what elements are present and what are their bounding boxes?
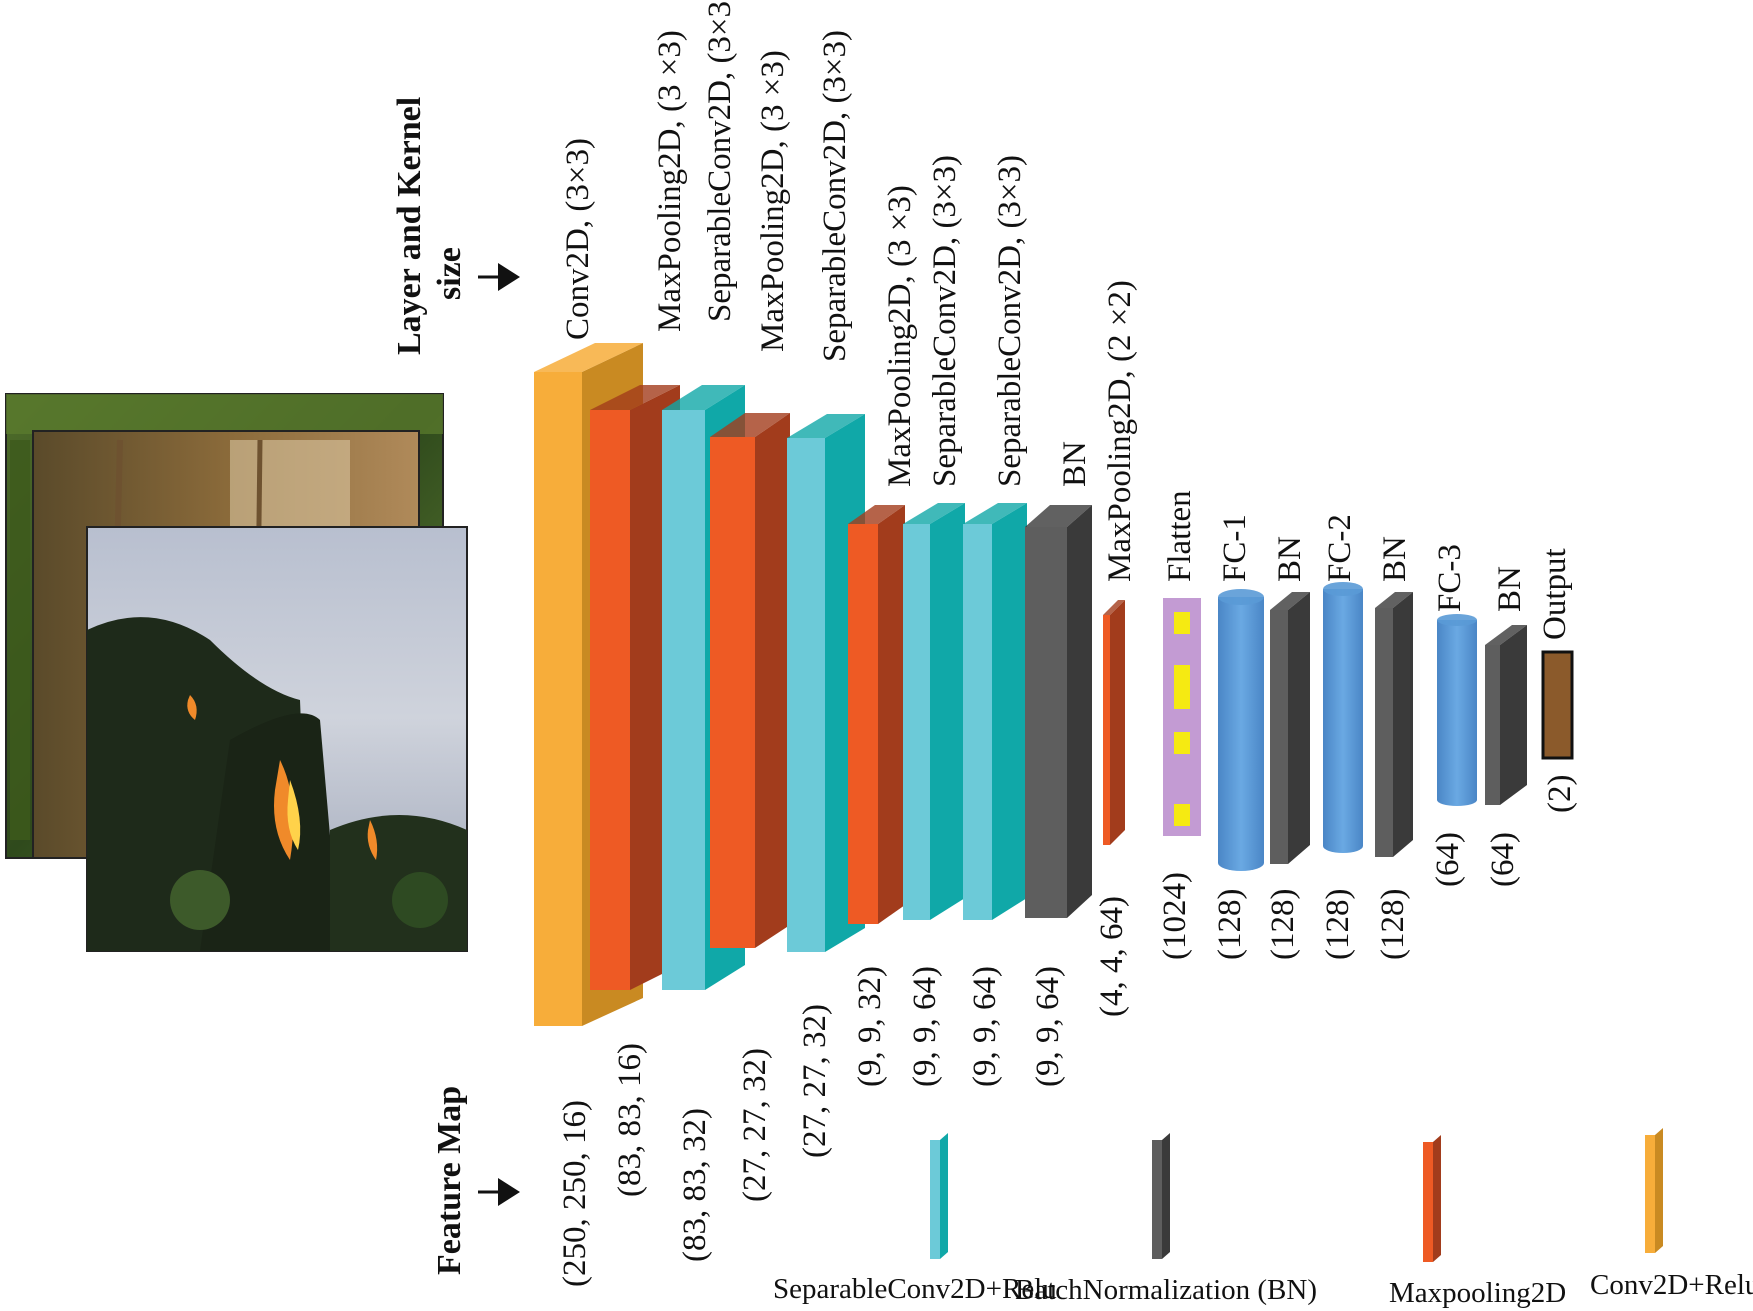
layer-block-flatten	[1163, 598, 1201, 836]
flatten-dot	[1174, 665, 1190, 709]
legend-label-bn: BatchNormalization (BN)	[1015, 1274, 1317, 1306]
feature-map-label: (64)	[1485, 832, 1521, 887]
legend-label-sepconv: SeparableConv2D+Relu	[773, 1273, 1057, 1305]
feature-map-label: (128)	[1212, 889, 1248, 960]
feature-map-title: Feature Map	[431, 1086, 468, 1275]
layer-label: SeparableConv2D, (3×3)	[927, 155, 963, 487]
layer-block-maxpool-2	[710, 413, 790, 948]
layer-labels: Conv2D, (3×3) MaxPooling2D, (3 ×3) Separab…	[560, 0, 1573, 640]
layer-block-sepconv-4	[963, 503, 1027, 920]
arrow-right-icon	[478, 263, 520, 291]
feature-map-label: (64)	[1430, 832, 1466, 887]
legend: SeparableConv2D+Relu BatchNormalization …	[773, 1128, 1753, 1309]
layer-label: SeparableConv2D, (3×3)	[702, 0, 738, 322]
layer-label: BN	[1057, 441, 1093, 487]
legend-item-bn: BatchNormalization (BN)	[1015, 1133, 1317, 1306]
feature-map-label: (128)	[1265, 889, 1301, 960]
layer-label: MaxPooling2D, (3 ×3)	[882, 185, 918, 487]
input-image-stack	[5, 393, 468, 952]
feature-map-label: (250, 250, 16)	[557, 1100, 593, 1287]
layer-block-fc3	[1437, 614, 1477, 806]
legend-item-maxpool: Maxpooling2D	[1389, 1135, 1566, 1309]
layer-label: Conv2D, (3×3)	[560, 138, 596, 340]
layer-label: MaxPooling2D, (3 ×3)	[755, 50, 791, 352]
layer-label: Output	[1537, 548, 1573, 640]
front-image-forest-fire	[86, 526, 468, 952]
layer-label: BN	[1272, 536, 1308, 582]
feature-map-label: (83, 83, 32)	[677, 1108, 713, 1262]
legend-item-sepconv: SeparableConv2D+Relu	[773, 1133, 1057, 1305]
layer-block-maxpool-4	[1103, 600, 1125, 845]
layer-label: SeparableConv2D, (3×3)	[817, 30, 853, 362]
layer-block-bn-4	[1485, 625, 1527, 805]
layer-kernel-title-line2: size	[431, 247, 468, 300]
layer-label: SeparableConv2D, (3×3)	[992, 155, 1028, 487]
layer-label: Flatten	[1162, 490, 1198, 582]
flatten-dot	[1174, 732, 1190, 754]
feature-map-label: (2)	[1542, 775, 1578, 813]
layer-label: FC-3	[1432, 544, 1468, 612]
feature-map-label: (128)	[1320, 889, 1356, 960]
layer-label: MaxPooling2D, (2 ×2)	[1102, 280, 1138, 582]
feature-map-label: (27, 27, 32)	[737, 1048, 773, 1202]
layer-kernel-title-line1: Layer and Kernel	[391, 97, 428, 355]
arrow-right-icon	[478, 1178, 520, 1206]
feature-map-label: (83, 83, 16)	[612, 1043, 648, 1197]
flatten-dot	[1174, 612, 1190, 634]
feature-map-label: (9, 9, 64)	[967, 966, 1003, 1087]
feature-map-label: (27, 27, 32)	[797, 1004, 833, 1158]
layer-block-fc2	[1323, 582, 1363, 853]
flatten-dot	[1174, 804, 1190, 826]
legend-label-conv: Conv2D+Relu	[1590, 1269, 1753, 1301]
layer-label: BN	[1492, 566, 1528, 612]
legend-label-maxpool: Maxpooling2D	[1389, 1277, 1566, 1309]
layer-block-maxpool-3	[848, 505, 905, 924]
layer-label: MaxPooling2D, (3 ×3)	[652, 30, 688, 332]
feature-map-label: (9, 9, 64)	[907, 966, 943, 1087]
layer-block-fc1	[1218, 589, 1264, 871]
layer-label: FC-2	[1322, 514, 1358, 582]
layer-block-output	[1541, 650, 1574, 760]
layer-block-bn-3	[1375, 592, 1413, 857]
layer-block-bn-2	[1270, 592, 1310, 864]
feature-map-label: (9, 9, 32)	[852, 966, 888, 1087]
feature-map-label: (1024)	[1157, 872, 1193, 960]
layer-label: FC-1	[1217, 514, 1253, 582]
layer-kernel-header: Layer and Kernel size	[391, 97, 520, 355]
feature-map-header: Feature Map	[431, 1086, 520, 1275]
layer-label: BN	[1377, 536, 1413, 582]
feature-map-label: (9, 9, 64)	[1030, 966, 1066, 1087]
legend-item-conv: Conv2D+Relu	[1590, 1128, 1753, 1301]
layer-block-sepconv-3	[903, 503, 965, 920]
feature-map-label: (128)	[1375, 889, 1411, 960]
feature-map-labels: (250, 250, 16) (83, 83, 16) (83, 83, 32) (2…	[557, 775, 1578, 1287]
layer-block-bn-1	[1025, 505, 1092, 918]
feature-map-label: (4, 4, 64)	[1094, 896, 1130, 1017]
layer-blocks	[534, 343, 1574, 1026]
